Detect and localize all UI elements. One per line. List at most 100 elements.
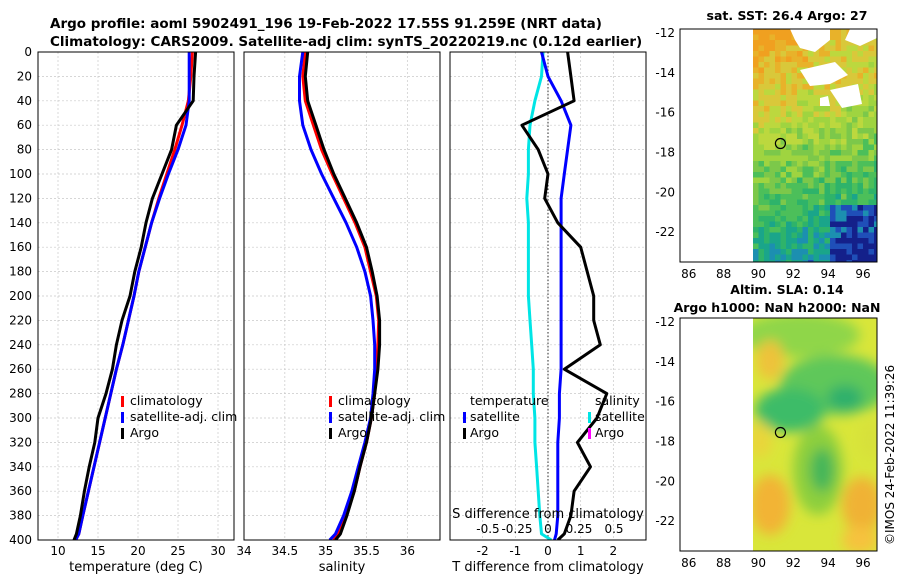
sst-cell xyxy=(797,95,803,101)
sst-cell xyxy=(868,177,875,184)
sst-cell xyxy=(791,56,798,63)
sst-cell xyxy=(758,128,765,134)
sst-cell xyxy=(852,161,858,167)
legend-swatch-satellite xyxy=(329,412,332,423)
sst-cell xyxy=(786,199,792,206)
sst-cell xyxy=(824,139,831,145)
sst-cell xyxy=(753,210,759,217)
sst-cell xyxy=(802,62,809,68)
sst-cell xyxy=(841,106,847,112)
sst-cell xyxy=(802,122,809,129)
sst-cell xyxy=(863,221,869,228)
sst-cell xyxy=(852,183,858,189)
sst-cell xyxy=(874,106,877,112)
sst-cell xyxy=(808,84,814,90)
sst-cell xyxy=(758,243,765,250)
sst-cell xyxy=(863,227,869,233)
sst-cell xyxy=(797,161,803,167)
sst-cell xyxy=(775,172,781,178)
sst-cell xyxy=(874,210,877,217)
legend-label-satellite: satellite-adj. clim xyxy=(338,409,445,424)
sst-cell xyxy=(758,122,765,129)
sst-cell xyxy=(857,166,864,173)
sst-cell xyxy=(775,238,781,244)
sst-cell xyxy=(791,106,798,112)
sst-cell xyxy=(813,56,820,63)
sst-cell xyxy=(758,40,765,46)
sst-cell xyxy=(841,29,847,35)
sst-cell xyxy=(863,199,869,206)
sst-cell xyxy=(846,238,853,244)
sst-cell xyxy=(802,155,809,162)
sst-cell xyxy=(857,210,864,217)
sst-cell xyxy=(874,139,877,145)
sst-cell xyxy=(786,40,792,46)
sst-cell xyxy=(758,144,765,151)
sst-cell xyxy=(874,243,877,250)
sst-cell xyxy=(764,111,770,118)
sst-cell xyxy=(863,205,869,211)
sst-cell xyxy=(775,51,781,57)
sst-cell xyxy=(791,111,798,118)
sst-cell xyxy=(753,51,759,57)
sst-cell xyxy=(791,45,798,52)
sst-cell xyxy=(874,133,877,140)
sst-cell xyxy=(758,210,765,217)
sst-cell xyxy=(786,260,792,262)
sst-cell xyxy=(808,100,814,107)
sst-cell xyxy=(852,177,858,184)
map-x-tick-label: 94 xyxy=(821,556,836,570)
sst-cell xyxy=(786,216,792,222)
sst-cell xyxy=(775,260,781,262)
sst-cell xyxy=(802,166,809,173)
sst-cell xyxy=(835,56,842,63)
sst-cell xyxy=(841,62,847,68)
sst-cell xyxy=(863,161,869,167)
sst-cell xyxy=(780,238,787,244)
sst-cell xyxy=(775,161,781,167)
sst-cell xyxy=(824,166,831,173)
sst-cell xyxy=(868,84,875,90)
sst-cell xyxy=(786,243,792,250)
sst-cell xyxy=(764,183,770,189)
sst-cell xyxy=(868,67,875,74)
sst-cell xyxy=(764,199,770,206)
sst-cell xyxy=(824,56,831,63)
map-x-tick-label: 88 xyxy=(716,267,731,281)
sst-cell xyxy=(874,117,877,123)
sst-cell xyxy=(775,111,781,118)
map-x-tick-label: 92 xyxy=(786,267,801,281)
sst-cell xyxy=(764,128,770,134)
sst-cell xyxy=(824,128,831,134)
sst-cell xyxy=(846,221,853,228)
sst-cell xyxy=(868,238,875,244)
x-tick-label: 35.5 xyxy=(353,544,380,558)
sst-cell xyxy=(758,51,765,57)
sst-cell xyxy=(769,238,776,244)
sst-cell xyxy=(813,166,820,173)
sst-cell xyxy=(808,227,814,233)
sst-cell xyxy=(753,199,759,206)
sst-cell xyxy=(835,161,842,167)
sst-cell xyxy=(824,183,831,189)
difference-grid xyxy=(450,51,646,541)
sst-cell xyxy=(775,78,781,85)
sst-cell xyxy=(769,183,776,189)
s-diff-tick-label: -0.5 xyxy=(476,522,499,536)
sst-cell xyxy=(863,89,869,96)
sst-cell xyxy=(863,51,869,57)
sst-cell xyxy=(824,150,831,156)
sst-cell xyxy=(769,150,776,156)
sst-cell xyxy=(857,89,864,96)
y-tick-label: 180 xyxy=(9,265,32,279)
sst-cell xyxy=(813,260,820,262)
y-tick-label: 0 xyxy=(24,45,32,59)
sst-cell xyxy=(868,260,875,262)
s-diff-tick-label: 0.5 xyxy=(604,522,623,536)
legend-swatch-satellite xyxy=(463,412,466,423)
sst-cell xyxy=(758,199,765,206)
map-x-tick-label: 94 xyxy=(821,267,836,281)
sst-cell xyxy=(846,155,853,162)
sst-cell xyxy=(841,205,847,211)
sst-cell xyxy=(874,194,877,200)
